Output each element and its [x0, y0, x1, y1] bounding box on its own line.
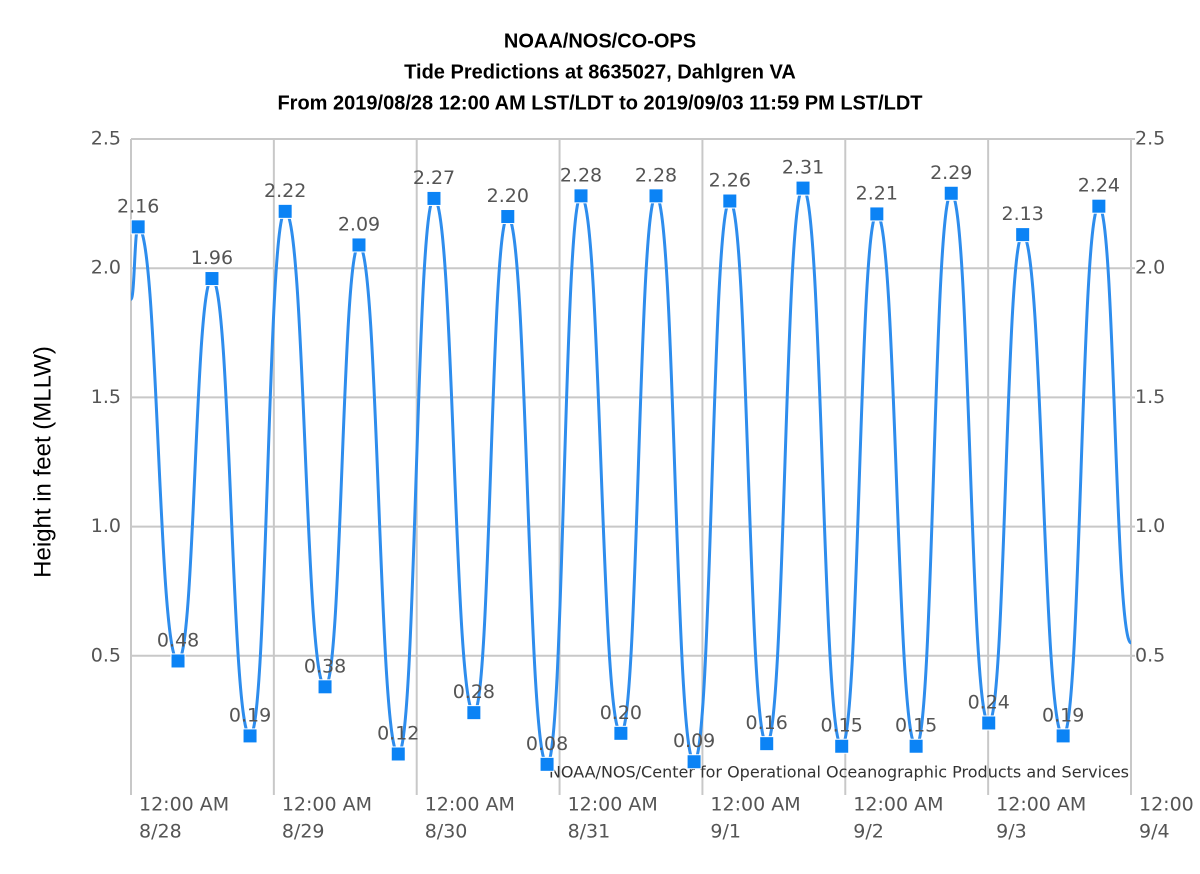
marker — [1055, 728, 1071, 744]
y2-tick-label: 1.5 — [1135, 386, 1165, 408]
y2-tick-label: 0.5 — [1135, 644, 1165, 666]
x-tick-label: 12:00 AM — [853, 794, 943, 816]
marker — [573, 188, 589, 204]
y-tick-label: 1.5 — [91, 386, 121, 408]
x-tick-date: 8/31 — [568, 821, 611, 843]
data-label: 0.28 — [453, 681, 495, 703]
data-label: 2.28 — [635, 164, 677, 186]
marker — [759, 736, 775, 752]
data-label: 0.24 — [968, 691, 1010, 713]
data-label: 0.08 — [526, 733, 568, 755]
marker — [500, 209, 516, 225]
marker — [908, 738, 924, 754]
x-tick-label: 12:00 AM — [282, 794, 372, 816]
credit: NOAA/NOS/Center for Operational Oceanogr… — [549, 763, 1129, 782]
marker — [242, 728, 258, 744]
y-tick-label: 0.5 — [91, 644, 121, 666]
x-tick-label: 12:00 — [1139, 794, 1194, 816]
data-label: 2.21 — [856, 182, 898, 204]
data-label: 0.09 — [673, 730, 715, 752]
marker — [943, 185, 959, 201]
marker — [795, 180, 811, 196]
marker — [834, 738, 850, 754]
data-label: 0.48 — [157, 629, 199, 651]
chart-title: From 2019/08/28 12:00 AM LST/LDT to 2019… — [277, 92, 922, 114]
x-tick-date: 9/3 — [996, 821, 1027, 843]
y2-tick-label: 2.0 — [1135, 257, 1165, 279]
x-tick-date: 8/30 — [425, 821, 468, 843]
marker — [317, 679, 333, 695]
data-label: 2.24 — [1078, 175, 1120, 197]
x-tick-date: 8/28 — [139, 821, 182, 843]
marker — [466, 705, 482, 721]
y-tick-label: 2.0 — [91, 257, 121, 279]
data-label: 0.38 — [304, 655, 346, 677]
y-tick-label: 1.0 — [91, 515, 121, 537]
y-axis-label: Height in feet (MLLW) — [29, 346, 56, 578]
data-label: 2.09 — [338, 213, 380, 235]
y-tick-label: 2.5 — [91, 128, 121, 150]
data-label: 2.26 — [709, 170, 751, 192]
data-label: 2.27 — [413, 167, 455, 189]
data-label: 2.20 — [487, 185, 529, 207]
marker — [130, 219, 146, 235]
x-tick-label: 12:00 AM — [710, 794, 800, 816]
data-label: 0.12 — [377, 722, 419, 744]
marker — [648, 188, 664, 204]
data-label: 2.28 — [560, 164, 602, 186]
data-label: 0.19 — [1042, 704, 1084, 726]
marker — [204, 271, 220, 287]
x-tick-label: 12:00 AM — [139, 794, 229, 816]
data-label: 0.16 — [746, 712, 788, 734]
x-tick-date: 8/29 — [282, 821, 325, 843]
x-tick-label: 12:00 AM — [996, 794, 1086, 816]
marker — [170, 653, 186, 669]
marker — [981, 715, 997, 731]
y2-tick-label: 2.5 — [1135, 128, 1165, 150]
marker — [351, 237, 367, 253]
x-tick-label: 12:00 AM — [425, 794, 515, 816]
data-label: 2.31 — [782, 157, 824, 179]
x-tick-date: 9/4 — [1139, 821, 1170, 843]
y2-tick-label: 1.0 — [1135, 515, 1165, 537]
x-tick-label: 12:00 AM — [568, 794, 658, 816]
marker — [539, 756, 555, 772]
marker — [426, 190, 442, 206]
marker — [1091, 198, 1107, 214]
data-label: 2.22 — [264, 180, 306, 202]
data-label: 2.16 — [117, 195, 159, 217]
data-label: 0.15 — [821, 715, 863, 737]
data-label: 2.13 — [1002, 203, 1044, 225]
data-label: 2.29 — [930, 162, 972, 184]
marker — [390, 746, 406, 762]
x-tick-date: 9/2 — [853, 821, 884, 843]
data-label: 0.20 — [600, 702, 642, 724]
marker — [686, 754, 702, 770]
marker — [613, 725, 629, 741]
chart-title: NOAA/NOS/CO-OPS — [504, 30, 696, 52]
marker — [1015, 227, 1031, 243]
data-label: 0.19 — [229, 704, 271, 726]
data-label: 0.15 — [895, 715, 937, 737]
marker — [869, 206, 885, 222]
chart-title: Tide Predictions at 8635027, Dahlgren VA — [404, 61, 796, 83]
data-label: 1.96 — [191, 247, 233, 269]
x-tick-date: 9/1 — [710, 821, 741, 843]
marker — [277, 203, 293, 219]
marker — [722, 193, 738, 209]
tide-line — [131, 186, 1131, 766]
